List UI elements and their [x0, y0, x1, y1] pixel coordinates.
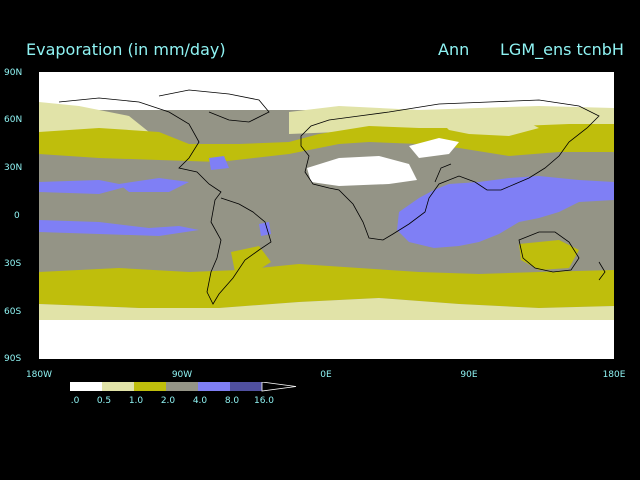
run-label: LGM_ens tcnbH — [500, 40, 624, 59]
patch-low-sahara — [307, 156, 417, 186]
colorbar-label-0: .0 — [70, 396, 80, 406]
patch-olive-australia — [519, 240, 579, 270]
colorbar — [70, 382, 297, 392]
colorbar-label-6: 16.0 — [253, 396, 275, 406]
season-label: Ann — [438, 40, 470, 59]
colorbar-arrow — [261, 382, 297, 392]
lat-label-60n: 60N — [4, 115, 23, 125]
patch-low-asia — [439, 116, 539, 136]
patch-olive-sa — [231, 246, 271, 276]
evaporation-map — [39, 72, 614, 359]
lon-label-180w: 180W — [25, 370, 53, 380]
colorbar-label-1: 0.5 — [96, 396, 112, 406]
band-south-pale — [39, 298, 614, 322]
band-north-white — [39, 72, 614, 110]
colorbar-swatch-1 — [102, 382, 134, 391]
lon-label-90w: 90W — [171, 370, 193, 380]
lat-label-30n: 30N — [4, 163, 23, 173]
lat-label-0: 0 — [14, 211, 20, 221]
lat-label-30s: 30S — [4, 259, 22, 269]
band-south-olive — [39, 264, 614, 308]
patch-low-arabia — [409, 138, 459, 158]
colorbar-label-2: 1.0 — [128, 396, 144, 406]
colorbar-swatch-5 — [230, 382, 262, 391]
map-title: Evaporation (in mm/day) — [26, 40, 226, 59]
band-south-white — [39, 320, 614, 359]
lon-label-0e: 0E — [320, 370, 332, 380]
lon-label-90e: 90E — [460, 370, 478, 380]
colorbar-swatch-2 — [134, 382, 166, 391]
colorbar-label-3: 2.0 — [160, 396, 176, 406]
coastlines — [58, 89, 606, 305]
colorbar-swatch-4 — [198, 382, 230, 391]
patch-high-atlantic-n — [39, 156, 229, 194]
lat-label-60s: 60S — [4, 307, 22, 317]
lat-label-90n: 90N — [4, 68, 23, 78]
lon-label-180e: 180E — [602, 370, 626, 380]
patch-high-pacific-s — [39, 220, 271, 236]
colorbar-label-5: 8.0 — [224, 396, 240, 406]
colorbar-swatch-3 — [166, 382, 198, 391]
colorbar-swatch-0 — [70, 382, 102, 391]
lat-label-90s: 90S — [4, 354, 22, 364]
patch-high-indian — [397, 176, 614, 248]
colorbar-label-4: 4.0 — [192, 396, 208, 406]
